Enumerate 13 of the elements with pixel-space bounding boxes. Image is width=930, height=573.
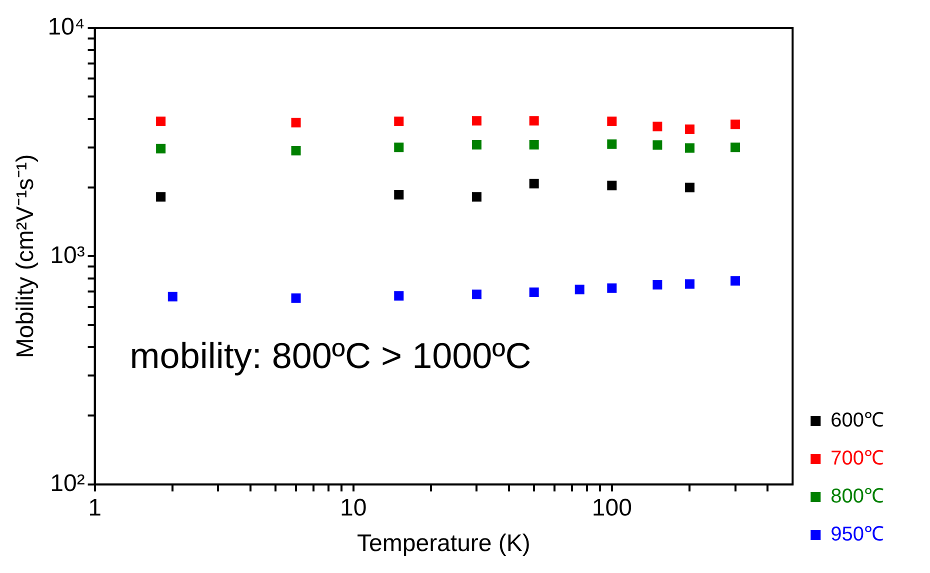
y-tick-label: 10⁴ bbox=[48, 14, 85, 41]
legend-label: 600℃ bbox=[830, 410, 884, 432]
y-axis-title: Mobility (cm²V⁻¹s⁻¹) bbox=[12, 154, 40, 358]
x-tick-label: 1 bbox=[88, 494, 102, 522]
x-axis-title: Temperature (K) bbox=[357, 530, 530, 558]
legend-label: 800℃ bbox=[830, 486, 884, 508]
annotation: mobility: 800ºC > 1000ºC bbox=[130, 334, 532, 376]
x-tick-label: 10 bbox=[340, 494, 367, 522]
legend-label: 700℃ bbox=[830, 448, 884, 470]
legend-label: 950℃ bbox=[830, 524, 884, 546]
x-tick-label: 100 bbox=[592, 494, 632, 522]
y-tick-label: 10² bbox=[50, 470, 85, 498]
y-tick-label: 10³ bbox=[50, 242, 85, 269]
